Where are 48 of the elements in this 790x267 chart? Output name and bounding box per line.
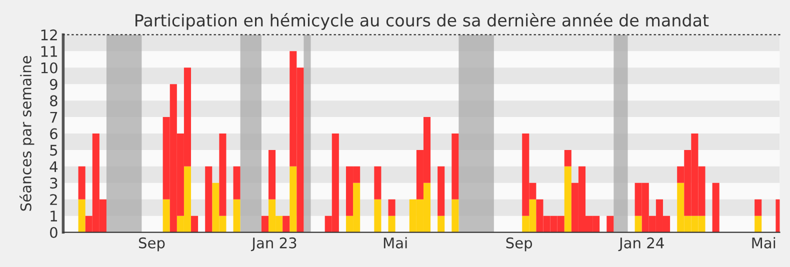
y-tick-label: 6 xyxy=(50,128,58,140)
bar xyxy=(219,134,226,216)
y-tick-label: 8 xyxy=(50,95,58,106)
bar xyxy=(754,216,762,232)
bar xyxy=(78,199,86,232)
bar xyxy=(282,216,290,232)
y-tick-label: 10 xyxy=(41,62,58,74)
y-tick-label: 1 xyxy=(50,210,57,222)
bar xyxy=(388,199,396,216)
bar xyxy=(205,166,212,232)
y-axis-title: Séances par semaine xyxy=(20,56,34,211)
x-tick-label: Jan 24 xyxy=(618,237,664,252)
x-tick-label: Mai xyxy=(384,237,407,248)
bar xyxy=(268,150,276,200)
bar xyxy=(78,166,86,200)
bar xyxy=(388,216,396,232)
bar xyxy=(290,166,297,232)
x-tick-label: Sep xyxy=(506,237,532,252)
y-tick-label: 2 xyxy=(50,194,57,205)
bar xyxy=(162,199,170,232)
x-tick-label: Mai xyxy=(752,237,776,248)
bar xyxy=(191,216,198,232)
bar xyxy=(233,199,240,232)
chart-title: Participation en hémicycle au cours de sa dernière année de mandat xyxy=(136,13,709,30)
bar xyxy=(438,216,445,232)
bar xyxy=(634,216,642,232)
bar xyxy=(261,216,268,232)
bar xyxy=(452,199,459,232)
y-tick-label: 9 xyxy=(50,78,58,90)
y-tick-label: 12 xyxy=(41,29,57,40)
bar xyxy=(564,166,572,232)
bar xyxy=(233,166,240,200)
bar xyxy=(712,182,720,232)
bar xyxy=(564,150,572,166)
y-tick-label: 5 xyxy=(50,144,58,156)
bar xyxy=(606,216,614,232)
x-tick-label: Sep xyxy=(138,237,165,252)
y-tick-label: 3 xyxy=(50,178,58,189)
bar xyxy=(438,166,445,216)
bar xyxy=(374,166,382,200)
bar xyxy=(754,199,762,216)
x-tick-label: Jan 23 xyxy=(250,237,296,252)
bar xyxy=(374,199,382,232)
y-tick-label: 11 xyxy=(41,46,57,57)
bar xyxy=(452,134,459,200)
y-tick-label: 4 xyxy=(50,161,58,172)
y-tick-label: 7 xyxy=(50,112,58,123)
y-tick-label: 0 xyxy=(50,227,58,238)
